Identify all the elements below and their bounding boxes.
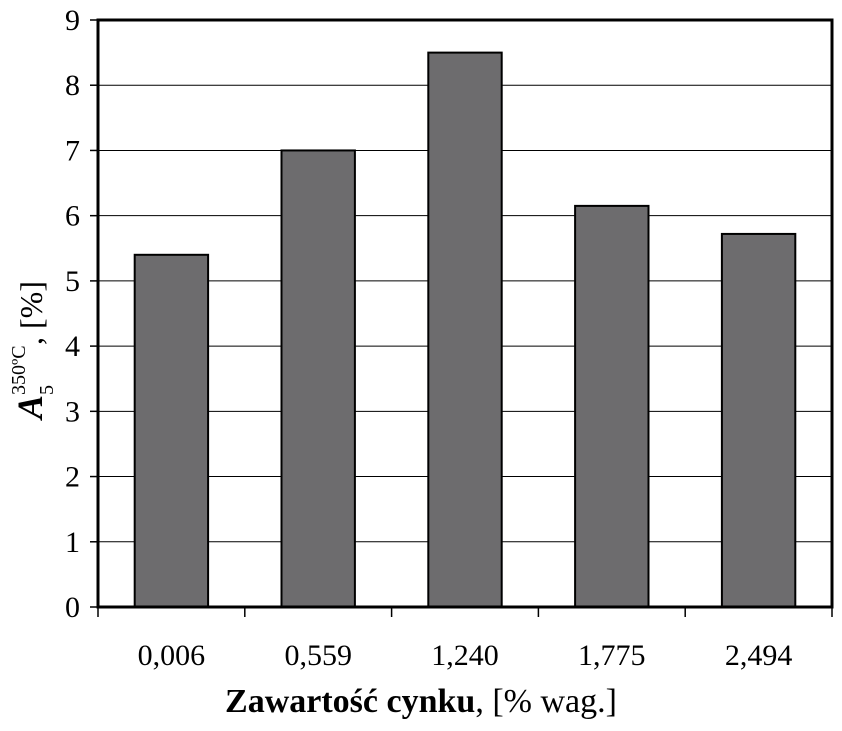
bar bbox=[574, 204, 650, 608]
plot-frame bbox=[96, 18, 834, 609]
y-tick-label: 2 bbox=[65, 461, 80, 494]
x-axis-label: Zawartość cynku, [% wag.] bbox=[0, 683, 842, 721]
y-axis-label-subscript: 5 bbox=[35, 384, 58, 395]
bar bbox=[280, 149, 356, 608]
y-tick-label: 8 bbox=[65, 69, 80, 102]
y-axis-label: A 350ºC 5 , [%] bbox=[2, 140, 62, 560]
x-tick-label: 2,494 bbox=[725, 639, 793, 672]
y-axis-label-superscript: 350ºC bbox=[7, 345, 30, 395]
y-axis-label-unit: , [%] bbox=[13, 281, 50, 345]
y-axis-label-symbol: A bbox=[10, 394, 51, 419]
bar bbox=[133, 253, 210, 609]
y-tick-label: 7 bbox=[65, 134, 80, 167]
y-tick-label: 1 bbox=[65, 526, 80, 559]
y-tick-label: 4 bbox=[65, 330, 80, 363]
y-tick-label: 3 bbox=[65, 395, 80, 428]
y-tick-label: 9 bbox=[65, 4, 80, 37]
bars bbox=[133, 51, 797, 609]
x-axis-label-unit: , [% wag.] bbox=[475, 683, 617, 720]
x-tick-label: 1,240 bbox=[431, 639, 499, 672]
y-tick-label: 0 bbox=[65, 591, 80, 624]
bar bbox=[427, 51, 503, 609]
y-axis-ticks: 0 1 2 3 4 5 6 7 8 9 bbox=[65, 4, 98, 624]
bar bbox=[720, 232, 797, 608]
x-axis-ticks: 0,006 0,559 1,240 1,775 2,494 bbox=[97, 607, 833, 672]
y-tick-label: 6 bbox=[65, 200, 80, 233]
y-tick-label: 5 bbox=[65, 265, 80, 298]
x-tick-label: 1,775 bbox=[578, 639, 646, 672]
x-tick-label: 0,006 bbox=[138, 639, 206, 672]
x-tick-label: 0,559 bbox=[284, 639, 352, 672]
x-axis-label-bold: Zawartość cynku bbox=[225, 683, 476, 720]
